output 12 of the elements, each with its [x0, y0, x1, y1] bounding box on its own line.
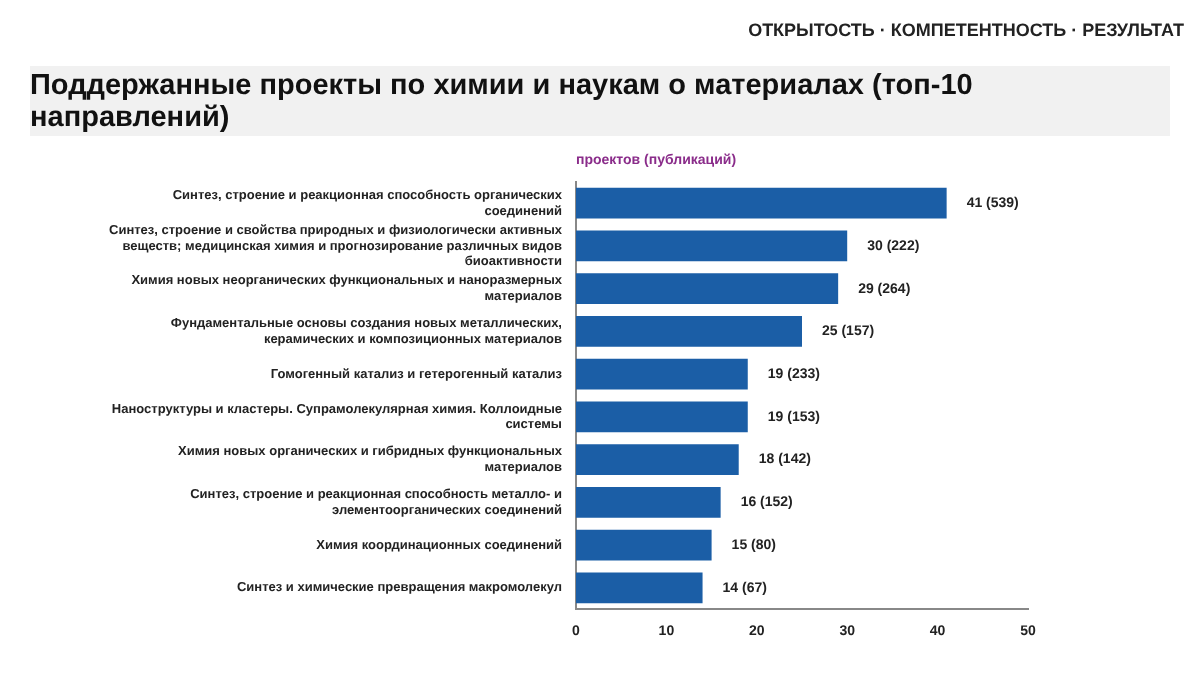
- text: ОТКРЫТОСТЬ · КОМПЕТЕНТНОСТЬ · РЕЗУЛЬТАТ: [748, 20, 1184, 40]
- chart-title: Поддержанные проекты по химии и наукам о материалах (топ-10 направлений): [30, 66, 1170, 136]
- bar: [576, 230, 848, 262]
- bar: [576, 572, 703, 604]
- bar: [576, 273, 839, 305]
- bar: [576, 486, 721, 518]
- bar: [576, 316, 802, 347]
- bar: [576, 444, 739, 475]
- bar: [576, 529, 712, 561]
- bar: [576, 187, 947, 219]
- bar: [576, 358, 748, 390]
- bar: [576, 401, 748, 433]
